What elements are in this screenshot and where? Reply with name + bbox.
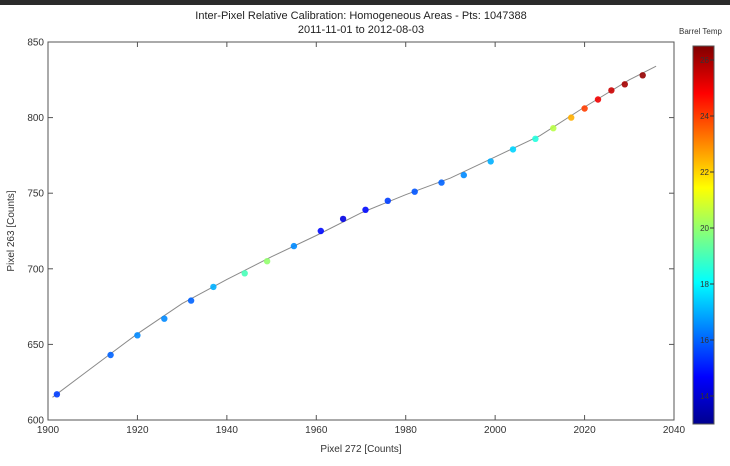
x-tick-label: 2020	[573, 425, 596, 436]
colorbar-label: Barrel Temp	[679, 27, 723, 36]
data-point	[187, 297, 195, 304]
data-points-layer	[53, 72, 646, 398]
data-point	[317, 227, 324, 235]
data-point	[384, 197, 391, 204]
data-point	[487, 158, 494, 165]
y-axis-label: Pixel 263 [Counts]	[6, 190, 17, 271]
x-tick-label: 1900	[37, 425, 60, 436]
x-tick-label: 2040	[663, 425, 686, 436]
data-point	[241, 270, 248, 277]
y-tick-label: 650	[27, 340, 44, 351]
y-tick-label: 800	[27, 113, 44, 124]
x-axis-label: Pixel 272 [Counts]	[320, 444, 401, 455]
data-point	[438, 179, 445, 186]
colorbar-tick-label: 20	[700, 224, 709, 233]
data-point	[621, 81, 628, 88]
data-point	[608, 87, 615, 94]
chart-title: Inter-Pixel Relative Calibration: Homoge…	[195, 10, 526, 22]
colorbar-tick-layer: 14 16 18 20 22 24 26	[700, 56, 714, 401]
x-tick-label: 1960	[305, 425, 328, 436]
data-point	[107, 351, 114, 359]
colorbar-tick-label: 22	[700, 168, 709, 177]
data-point	[509, 146, 517, 153]
data-point	[568, 114, 575, 121]
y-tick-label: 700	[27, 264, 44, 275]
data-point	[594, 96, 602, 103]
x-tick-label: 1920	[126, 425, 149, 436]
data-point	[532, 135, 539, 142]
x-tick-layer: 1900 1920 1940 1960 1980 2000 2020 2040	[37, 42, 686, 436]
data-point	[411, 188, 418, 195]
x-tick-label: 1940	[216, 425, 239, 436]
colorbar-tick-label: 26	[700, 56, 709, 65]
window-top-bar	[0, 0, 730, 5]
chart-subtitle: 2011-11-01 to 2012-08-03	[298, 24, 424, 36]
y-tick-label: 850	[27, 38, 44, 49]
data-point	[134, 332, 141, 339]
x-tick-label: 2000	[484, 425, 507, 436]
x-tick-label: 1980	[395, 425, 418, 436]
colorbar	[692, 45, 715, 425]
data-point	[460, 171, 467, 179]
data-point	[362, 206, 369, 213]
data-point	[550, 125, 557, 132]
data-point	[639, 72, 646, 79]
colorbar-tick-label: 18	[700, 280, 709, 289]
y-tick-layer: 600 650 700 750 800 850	[27, 38, 674, 427]
colorbar-tick-label: 16	[700, 336, 709, 345]
data-point	[161, 315, 168, 322]
colorbar-tick-label: 24	[700, 112, 709, 121]
data-point	[210, 283, 217, 291]
colorbar-tick-label: 14	[700, 392, 709, 401]
data-point	[581, 105, 588, 112]
data-point	[263, 258, 271, 265]
y-tick-label: 750	[27, 189, 44, 200]
data-point	[53, 391, 61, 398]
plot-area	[47, 41, 675, 421]
data-point	[290, 242, 298, 250]
data-point	[339, 215, 347, 223]
y-tick-label: 600	[27, 416, 44, 427]
